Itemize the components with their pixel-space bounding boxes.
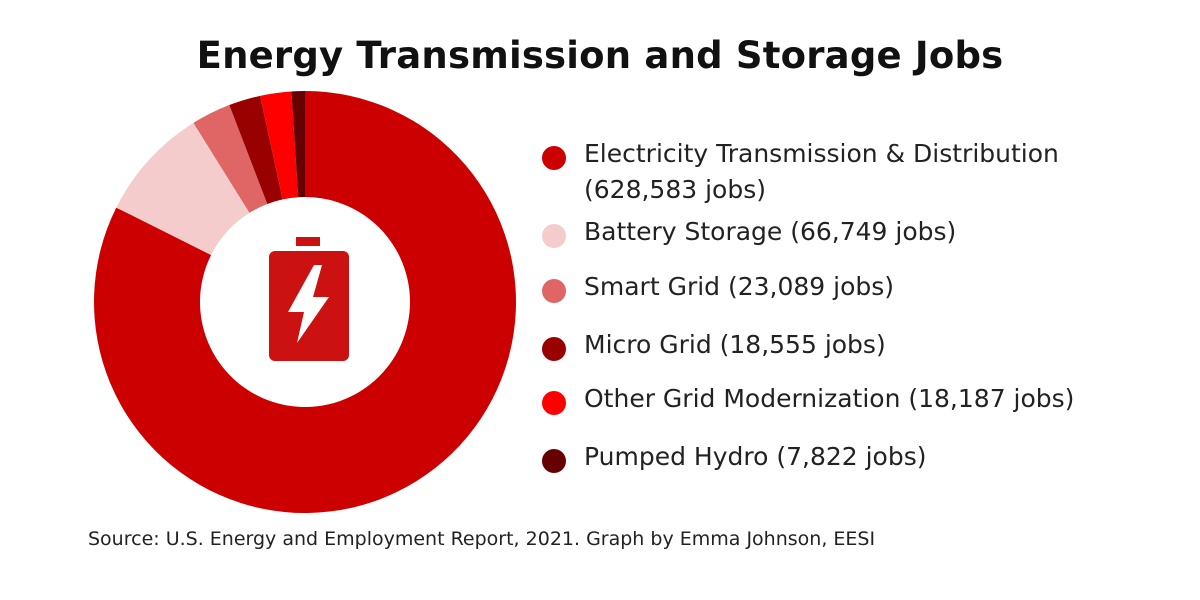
- donut-slice-electricity-transmission-distribution: [93, 91, 516, 513]
- legend-swatch: [542, 337, 566, 361]
- legend-label: Electricity Transmission & Distribution …: [584, 139, 1059, 204]
- legend-swatch: [542, 224, 566, 248]
- legend-label: Other Grid Modernization (18,187 jobs): [584, 384, 1075, 413]
- battery-bolt-icon: [269, 237, 349, 361]
- donut-slice-micro-grid: [229, 95, 283, 204]
- legend-swatch: [542, 279, 566, 303]
- legend-label: Battery Storage (66,749 jobs): [584, 217, 957, 246]
- donut-slice-battery-storage: [116, 122, 250, 256]
- donut-slice-other-grid-modernization: [260, 91, 299, 200]
- legend-swatch: [542, 449, 566, 473]
- chart-title: Energy Transmission and Storage Jobs: [196, 34, 1004, 77]
- legend-swatch: [542, 146, 566, 170]
- chart-source: Source: U.S. Energy and Employment Repor…: [88, 528, 876, 550]
- legend-swatch: [542, 391, 566, 415]
- legend-label: Pumped Hydro (7,822 jobs): [584, 442, 927, 471]
- legend-label: Smart Grid (23,089 jobs): [584, 272, 895, 301]
- legend-label: Micro Grid (18,555 jobs): [584, 330, 886, 359]
- donut-slices: [93, 91, 516, 513]
- donut-slice-smart-grid: [193, 105, 268, 213]
- donut-slice-pumped-hydro: [291, 91, 305, 198]
